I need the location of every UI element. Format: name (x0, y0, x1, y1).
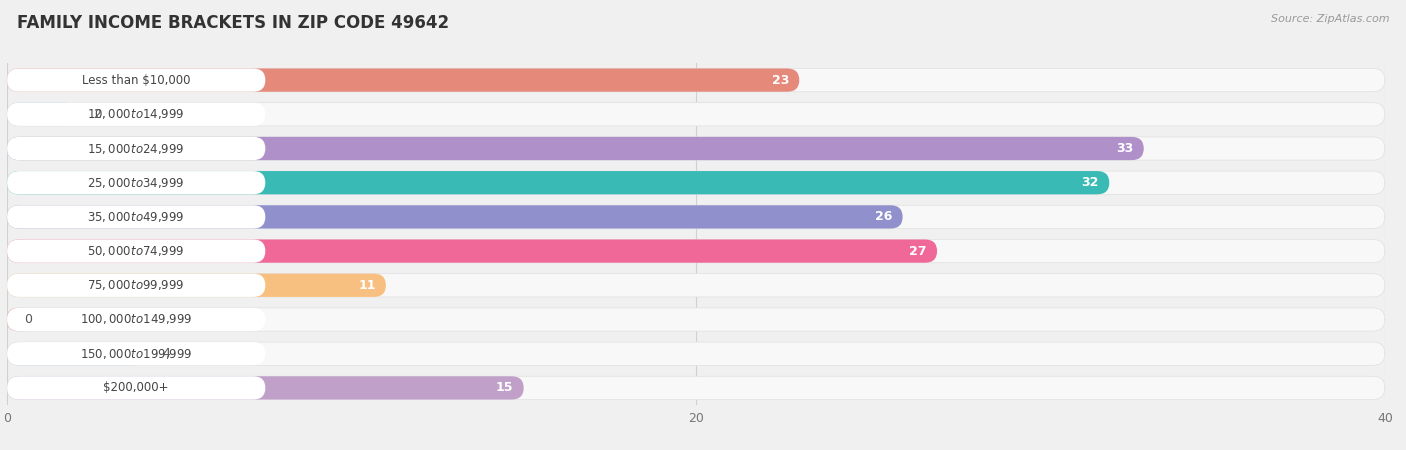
FancyBboxPatch shape (7, 68, 799, 92)
Text: FAMILY INCOME BRACKETS IN ZIP CODE 49642: FAMILY INCOME BRACKETS IN ZIP CODE 49642 (17, 14, 449, 32)
Text: $35,000 to $49,999: $35,000 to $49,999 (87, 210, 186, 224)
Text: $25,000 to $34,999: $25,000 to $34,999 (87, 176, 186, 190)
FancyBboxPatch shape (7, 342, 1385, 365)
FancyBboxPatch shape (7, 68, 266, 92)
FancyBboxPatch shape (7, 239, 1385, 263)
FancyBboxPatch shape (7, 274, 1385, 297)
Text: 4: 4 (162, 347, 170, 360)
FancyBboxPatch shape (7, 274, 266, 297)
FancyBboxPatch shape (7, 103, 266, 126)
Text: 11: 11 (359, 279, 375, 292)
Text: 27: 27 (910, 245, 927, 257)
FancyBboxPatch shape (7, 376, 1385, 400)
FancyBboxPatch shape (7, 137, 1144, 160)
Text: $50,000 to $74,999: $50,000 to $74,999 (87, 244, 186, 258)
FancyBboxPatch shape (7, 205, 266, 229)
Text: 2: 2 (93, 108, 101, 121)
FancyBboxPatch shape (7, 171, 266, 194)
Text: 23: 23 (772, 74, 789, 86)
Text: $200,000+: $200,000+ (104, 382, 169, 394)
Text: $150,000 to $199,999: $150,000 to $199,999 (80, 346, 193, 361)
Text: Less than $10,000: Less than $10,000 (82, 74, 190, 86)
Text: 0: 0 (24, 313, 32, 326)
FancyBboxPatch shape (7, 137, 1385, 160)
FancyBboxPatch shape (7, 137, 266, 160)
Text: $75,000 to $99,999: $75,000 to $99,999 (87, 278, 186, 293)
Text: Source: ZipAtlas.com: Source: ZipAtlas.com (1271, 14, 1389, 23)
Text: 15: 15 (496, 382, 513, 394)
Text: $100,000 to $149,999: $100,000 to $149,999 (80, 312, 193, 327)
FancyBboxPatch shape (7, 171, 1385, 194)
Text: $15,000 to $24,999: $15,000 to $24,999 (87, 141, 186, 156)
FancyBboxPatch shape (7, 308, 1385, 331)
FancyBboxPatch shape (7, 342, 266, 365)
FancyBboxPatch shape (7, 103, 76, 126)
FancyBboxPatch shape (7, 308, 266, 331)
FancyBboxPatch shape (7, 239, 938, 263)
FancyBboxPatch shape (7, 171, 1109, 194)
FancyBboxPatch shape (7, 68, 1385, 92)
FancyBboxPatch shape (7, 103, 1385, 126)
FancyBboxPatch shape (7, 308, 35, 331)
Text: 32: 32 (1081, 176, 1099, 189)
FancyBboxPatch shape (7, 342, 145, 365)
Text: $10,000 to $14,999: $10,000 to $14,999 (87, 107, 186, 122)
FancyBboxPatch shape (7, 239, 266, 263)
FancyBboxPatch shape (7, 376, 524, 400)
Text: 33: 33 (1116, 142, 1133, 155)
FancyBboxPatch shape (7, 274, 385, 297)
FancyBboxPatch shape (7, 205, 903, 229)
FancyBboxPatch shape (7, 205, 1385, 229)
Text: 26: 26 (875, 211, 893, 223)
FancyBboxPatch shape (7, 376, 266, 400)
